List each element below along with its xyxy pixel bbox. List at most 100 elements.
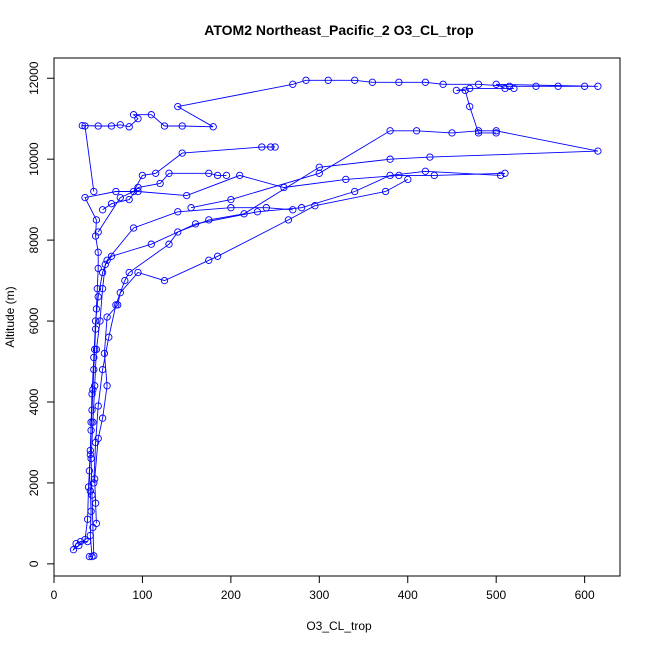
data-point	[466, 102, 474, 111]
series-line	[82, 79, 598, 192]
data-point	[98, 206, 107, 214]
data-point	[112, 301, 120, 309]
data-point	[183, 191, 191, 200]
data-point	[174, 228, 182, 236]
data-point	[94, 293, 102, 301]
data-point	[90, 479, 98, 487]
data-point	[492, 80, 500, 88]
data-point	[165, 169, 173, 177]
data-point	[147, 240, 155, 248]
data-point	[426, 153, 434, 161]
data-series	[90, 127, 602, 487]
series-line	[97, 146, 276, 233]
data-point	[116, 289, 124, 297]
data-point	[90, 353, 98, 362]
data-point	[412, 127, 421, 135]
data-point	[213, 171, 222, 180]
x-axis: 0 100 200 300 400 500 600	[51, 575, 595, 602]
data-point	[253, 208, 262, 216]
series-line	[93, 130, 598, 483]
data-point	[129, 224, 138, 232]
data-point	[284, 216, 293, 224]
data-point	[91, 317, 100, 325]
data-point	[227, 204, 235, 212]
y-axis: 0 2000 4000 6000 8000 10000 12000	[27, 61, 55, 567]
data-point	[94, 122, 102, 130]
data-point	[103, 256, 111, 264]
data-point	[240, 210, 248, 218]
data-point	[492, 127, 500, 135]
data-point	[395, 171, 403, 180]
data-point	[78, 121, 86, 130]
data-point	[594, 82, 602, 90]
data-point	[116, 121, 124, 129]
x-tick-label: 200	[221, 588, 241, 602]
data-point	[505, 82, 514, 90]
data-point	[114, 301, 122, 309]
data-point	[461, 86, 469, 95]
data-series	[87, 167, 505, 560]
data-point	[85, 552, 94, 561]
data-point	[258, 143, 266, 151]
data-point	[147, 111, 155, 119]
data-point	[174, 208, 182, 216]
data-point	[89, 418, 97, 426]
data-series	[94, 143, 279, 236]
y-axis-label: Altitude (m)	[3, 286, 17, 347]
data-point	[75, 541, 83, 550]
data-point	[93, 285, 101, 293]
y-tick-label: 10000	[27, 142, 41, 176]
data-point	[98, 414, 107, 422]
data-point	[134, 115, 142, 123]
y-tick-label: 12000	[27, 61, 41, 95]
data-point	[103, 313, 111, 321]
data-point	[116, 193, 124, 202]
data-point	[84, 483, 93, 491]
data-point	[152, 169, 160, 177]
data-point	[297, 204, 306, 212]
data-point	[289, 80, 297, 88]
y-tick-label: 4000	[27, 388, 41, 415]
data-point	[342, 175, 350, 184]
y-tick-label: 8000	[27, 226, 41, 253]
data-point	[87, 454, 95, 463]
data-point	[554, 82, 562, 90]
data-point	[421, 167, 430, 175]
data-point	[205, 256, 213, 264]
data-point	[83, 515, 92, 523]
data-point	[76, 537, 85, 546]
data-point	[474, 129, 483, 137]
data-point	[594, 147, 602, 155]
data-point	[94, 402, 102, 410]
data-point	[98, 268, 107, 277]
data-point	[209, 123, 217, 131]
data-point	[492, 129, 500, 137]
x-tick-label: 400	[398, 588, 418, 602]
data-point	[91, 232, 100, 240]
data-series-layer	[69, 76, 602, 561]
data-point	[88, 390, 96, 398]
data-point	[100, 349, 109, 358]
data-point	[496, 171, 505, 180]
data-point	[96, 317, 104, 325]
data-point	[381, 187, 390, 196]
data-point	[351, 187, 359, 196]
data-point	[101, 260, 109, 269]
data-point	[160, 122, 169, 130]
data-point	[510, 84, 518, 93]
data-point	[112, 187, 120, 196]
data-series	[69, 204, 297, 554]
data-point	[81, 193, 89, 202]
data-point	[368, 78, 377, 86]
data-point	[267, 143, 275, 151]
data-series	[81, 169, 509, 561]
data-point	[98, 365, 107, 374]
data-point	[236, 171, 244, 180]
data-point	[103, 382, 111, 390]
data-point	[91, 382, 99, 390]
data-point	[165, 240, 173, 248]
series-line	[90, 170, 501, 556]
data-point	[205, 216, 213, 224]
x-tick-label: 0	[51, 588, 58, 602]
x-tick-label: 300	[309, 588, 329, 602]
